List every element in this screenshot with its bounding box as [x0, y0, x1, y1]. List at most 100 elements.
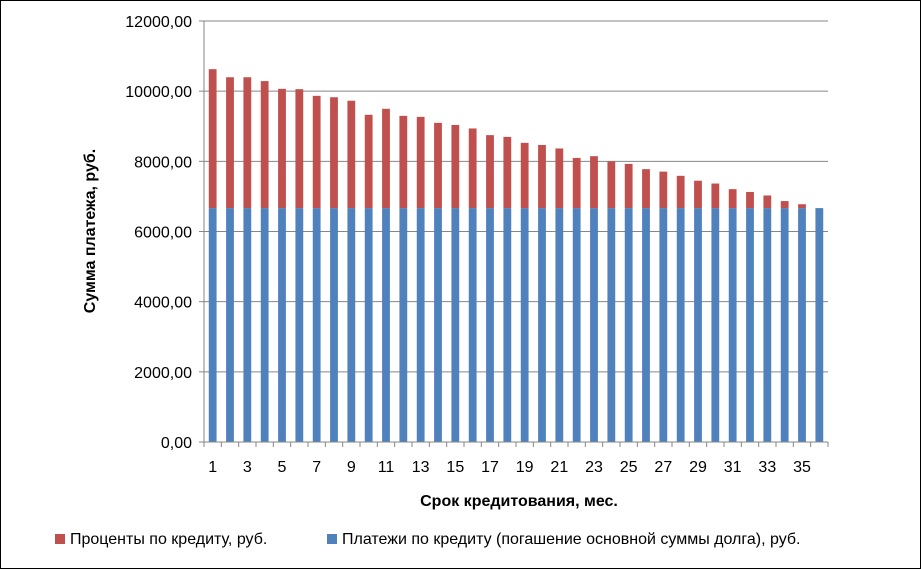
x-tick-label: 17 [481, 459, 499, 476]
bar-interest-27 [659, 171, 668, 209]
bar-interest-11 [382, 108, 390, 209]
bar-interest-4 [260, 81, 269, 209]
bar-principal-5 [278, 208, 286, 442]
bar-interest-23 [590, 156, 598, 209]
x-tick-label: 3 [243, 459, 252, 476]
bar-principal-32 [746, 208, 754, 442]
bar-interest-21 [555, 148, 564, 209]
bar-principal-14 [434, 208, 442, 442]
bar-interest-15 [451, 124, 460, 209]
bar-principal-8 [330, 208, 338, 442]
bar-interest-14 [434, 122, 442, 209]
bar-principal-13 [416, 208, 425, 442]
x-tick-label: 11 [378, 459, 395, 476]
grid-layer [199, 20, 828, 443]
bar-interest-10 [364, 114, 373, 209]
bar-principal-11 [382, 208, 390, 442]
bar-principal-9 [347, 208, 356, 442]
bar-principal-24 [607, 208, 616, 442]
x-tick-label: 1 [208, 459, 217, 476]
bar-interest-29 [694, 180, 702, 209]
y-tick-label: 12000,00 [125, 14, 192, 31]
bar-interest-17 [486, 135, 494, 209]
bar-principal-33 [763, 208, 772, 442]
bar-principal-19 [520, 208, 529, 442]
bar-interest-20 [538, 144, 546, 209]
x-tick-label: 33 [758, 459, 776, 476]
x-tick-label: 13 [412, 459, 430, 476]
bar-principal-34 [780, 208, 789, 442]
bar-interest-31 [728, 189, 737, 209]
bar-interest-5 [278, 88, 286, 209]
bar-principal-17 [486, 208, 494, 442]
bar-interest-7 [312, 95, 321, 209]
bar-principal-12 [399, 208, 408, 442]
legend-label-principal: Платежи по кредиту (погашение основной с… [342, 531, 800, 548]
bar-principal-20 [538, 208, 546, 442]
bar-interest-22 [572, 157, 581, 209]
bar-principal-25 [624, 208, 633, 442]
x-tick-label: 23 [585, 459, 603, 476]
bar-principal-18 [503, 208, 512, 442]
bar-principal-35 [798, 208, 806, 442]
x-tick-label: 9 [347, 459, 356, 476]
y-tick-label: 8000,00 [134, 154, 192, 171]
axis-layer [203, 21, 829, 447]
bar-interest-32 [746, 191, 754, 209]
bar-principal-27 [659, 208, 668, 442]
bar-principal-30 [711, 208, 720, 442]
bar-principal-26 [642, 208, 650, 442]
bar-principal-2 [226, 208, 234, 442]
bar-interest-35 [798, 204, 806, 209]
x-tick-label: 29 [689, 459, 707, 476]
legend-swatch-interest [55, 534, 65, 544]
x-tick-label: 19 [516, 459, 534, 476]
bar-interest-33 [763, 195, 772, 209]
bar-principal-21 [555, 208, 564, 442]
y-tick-label: 0,00 [161, 435, 192, 452]
bar-interest-13 [416, 116, 425, 209]
bar-principal-3 [243, 208, 252, 442]
bar-principal-6 [295, 208, 304, 442]
bar-principal-1 [208, 208, 217, 442]
bar-principal-29 [694, 208, 702, 442]
y-axis-title: Сумма платежа, руб. [82, 149, 99, 313]
x-tick-label: 15 [446, 459, 464, 476]
bar-interest-26 [642, 169, 650, 209]
bar-principal-31 [728, 208, 737, 442]
x-tick-label: 5 [278, 459, 287, 476]
legend-swatch-principal [327, 534, 337, 544]
bar-interest-25 [624, 163, 633, 209]
bar-interest-30 [711, 183, 720, 209]
x-tick-label: 21 [550, 459, 568, 476]
legend-label-interest: Проценты по кредиту, руб. [70, 531, 267, 548]
bar-layer [208, 69, 824, 442]
bar-principal-22 [572, 208, 581, 442]
bar-interest-28 [676, 175, 685, 209]
y-tick-label: 10000,00 [125, 84, 192, 101]
bar-interest-9 [347, 100, 356, 209]
y-tick-label: 6000,00 [134, 225, 192, 242]
bar-principal-16 [468, 208, 477, 442]
bar-interest-24 [607, 161, 616, 209]
x-tick-label: 7 [312, 459, 321, 476]
bar-interest-2 [226, 77, 234, 209]
bar-principal-7 [312, 208, 321, 442]
bar-principal-23 [590, 208, 598, 442]
bar-interest-19 [520, 142, 529, 209]
bar-principal-10 [364, 208, 373, 442]
bar-interest-8 [330, 97, 338, 209]
bar-principal-4 [260, 208, 269, 442]
x-tick-labels: 1 3 5 7 9 11 13 15 17 19 21 23 25 27 29 31 33 35 [208, 459, 811, 476]
y-tick-label: 4000,00 [134, 295, 192, 312]
x-tick-label: 31 [724, 459, 742, 476]
bar-interest-6 [295, 89, 304, 209]
x-axis-title: Срок кредитования, мес. [420, 493, 618, 510]
bar-principal-28 [676, 208, 685, 442]
y-tick-labels: 0,00 2000,00 4000,00 6000,00 8000,00 10000,00… [125, 14, 192, 452]
x-tick-label: 25 [620, 459, 638, 476]
bar-interest-18 [503, 136, 512, 209]
x-tick-label: 27 [654, 459, 672, 476]
